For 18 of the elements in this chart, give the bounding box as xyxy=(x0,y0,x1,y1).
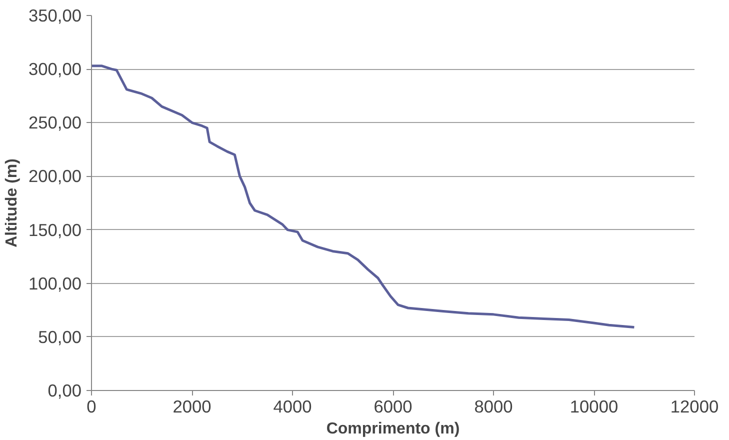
x-tick-label: 0 xyxy=(86,396,96,416)
y-tick-label: 0,00 xyxy=(48,380,82,400)
line-series xyxy=(92,64,636,329)
x-tick-label: 2000 xyxy=(172,396,212,416)
x-axis-title: Comprimento (m) xyxy=(326,420,460,438)
x-tick-label: 10000 xyxy=(570,396,618,416)
y-tick-label: 300,00 xyxy=(28,59,82,80)
y-axis-title: Altitude (m) xyxy=(4,158,20,248)
y-tick-label: 100,00 xyxy=(28,273,82,294)
y-tick-label: 150,00 xyxy=(28,220,82,240)
y-tick-label: 50,00 xyxy=(38,326,82,347)
x-tick-label: 4000 xyxy=(273,396,312,416)
x-tick-label: 6000 xyxy=(374,396,412,416)
y-tick-label: 200,00 xyxy=(28,166,82,186)
x-tick-label: 8000 xyxy=(474,396,513,416)
y-tick-label: 250,00 xyxy=(28,112,82,133)
x-tick-label: 12000 xyxy=(670,396,719,416)
y-tick-label: 350,00 xyxy=(28,6,82,26)
